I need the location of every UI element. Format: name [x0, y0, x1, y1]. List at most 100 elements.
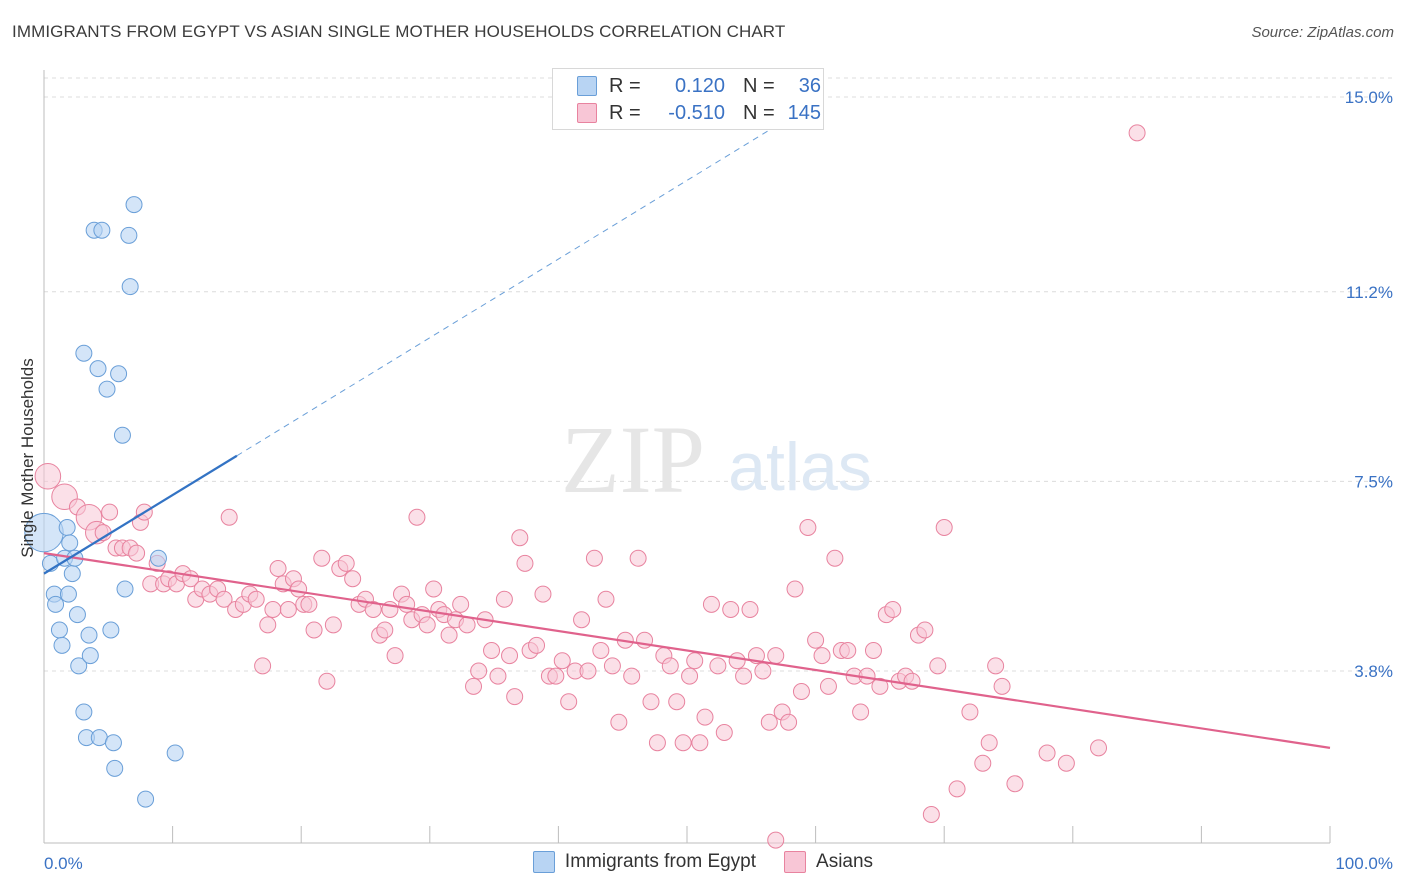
asians-point: [573, 611, 591, 629]
asians-trendline: [43, 552, 1331, 749]
egypt-point: [53, 636, 71, 654]
egypt-point: [61, 534, 79, 552]
asians-point: [839, 642, 857, 659]
legend-item-asians[interactable]: Asians: [784, 851, 873, 873]
asians-point: [324, 616, 342, 634]
legend-row-egypt: R = 0.120 N = 36: [577, 73, 821, 99]
x-tick-label: 100.0%: [1335, 854, 1393, 873]
asians-point: [470, 662, 488, 680]
watermark: ZIP atlas: [561, 406, 872, 513]
asians-point: [516, 554, 534, 572]
asians-point: [799, 519, 817, 536]
legend-r-label: R =: [609, 74, 641, 97]
x-tick-label: 0.0%: [44, 854, 83, 873]
asians-point: [34, 462, 62, 490]
egypt-trendline: [43, 454, 238, 575]
asians-point: [300, 595, 318, 613]
asians-point: [489, 667, 507, 685]
asians-point: [452, 595, 470, 613]
egypt-point: [47, 595, 65, 613]
egypt-point: [102, 621, 120, 639]
asians-point: [603, 657, 621, 675]
egypt-points: [24, 196, 184, 808]
egypt-point: [89, 360, 107, 378]
egypt-point: [80, 626, 98, 644]
egypt-point: [137, 790, 155, 808]
asians-point: [465, 677, 483, 695]
asians-point: [1006, 775, 1024, 793]
legend-r-label: R =: [609, 101, 641, 124]
asians-point: [715, 724, 733, 741]
asians-point: [337, 554, 355, 572]
asians-point: [418, 616, 436, 634]
asians-point: [767, 831, 785, 849]
egypt-point: [81, 647, 99, 665]
trendlines: [43, 117, 1331, 749]
asians-point: [668, 693, 686, 711]
asians-point: [215, 590, 233, 608]
egypt-point: [70, 657, 88, 675]
egypt-point: [98, 380, 116, 398]
asians-point: [974, 754, 992, 772]
axes: [43, 70, 1331, 844]
asians-point: [610, 713, 628, 731]
asians-point: [279, 601, 297, 618]
y-tick-labels: 15.0% 11.2% 7.5% 3.8%: [1345, 88, 1393, 681]
asians-point: [579, 662, 597, 680]
egypt-point: [166, 744, 184, 762]
legend-r-value: 0.120: [674, 74, 725, 97]
asians-point: [884, 601, 902, 618]
asians-point: [754, 662, 772, 680]
asians-point: [592, 642, 610, 659]
series-legend: Immigrants from Egypt Asians: [0, 851, 1406, 873]
asians-point: [1128, 124, 1146, 142]
asians-point: [813, 647, 831, 665]
asians-point: [553, 652, 571, 670]
egypt-point: [75, 703, 93, 721]
asians-point: [220, 508, 238, 526]
asians-point: [623, 667, 641, 685]
asians-point: [792, 683, 810, 700]
egypt-trendline-extension: [236, 117, 791, 457]
egypt-point: [93, 221, 111, 239]
asians-point: [1038, 744, 1056, 762]
asians-point: [948, 780, 966, 798]
asians-point: [1057, 754, 1075, 772]
legend-swatch-pink: [577, 103, 597, 123]
asians-points: [34, 124, 1146, 849]
asians-point: [585, 549, 603, 567]
asians-point: [101, 503, 119, 521]
legend-row-asians: R = -0.510 N = 145: [577, 100, 821, 126]
asians-point: [344, 570, 362, 588]
egypt-point: [90, 729, 108, 747]
legend-n-value: 36: [798, 74, 821, 97]
asians-point: [511, 529, 529, 547]
asians-point: [269, 560, 287, 577]
asians-point: [993, 677, 1011, 695]
asians-point: [674, 734, 692, 752]
asians-point: [767, 647, 785, 665]
asians-point: [807, 631, 825, 649]
y-tick-label: 15.0%: [1345, 88, 1393, 107]
asians-point: [376, 621, 394, 639]
asians-point: [871, 677, 889, 695]
egypt-point: [104, 734, 122, 752]
asians-point: [259, 616, 277, 634]
egypt-point: [58, 519, 76, 536]
asians-point: [709, 657, 727, 675]
asians-point: [254, 657, 272, 675]
legend-n-label: N =: [743, 74, 775, 97]
egypt-point: [110, 365, 128, 383]
asians-point: [691, 734, 709, 752]
egypt-point: [75, 344, 93, 362]
egypt-point: [106, 759, 124, 777]
egypt-point: [149, 549, 167, 567]
asians-point: [916, 621, 934, 639]
legend-item-egypt[interactable]: Immigrants from Egypt: [532, 851, 756, 873]
watermark-atlas: atlas: [728, 429, 872, 505]
legend-n-label: N =: [743, 101, 775, 124]
legend-item-label: Asians: [816, 851, 874, 872]
y-tick-label: 3.8%: [1354, 662, 1393, 681]
asians-point: [722, 601, 740, 618]
asians-point: [864, 642, 882, 659]
